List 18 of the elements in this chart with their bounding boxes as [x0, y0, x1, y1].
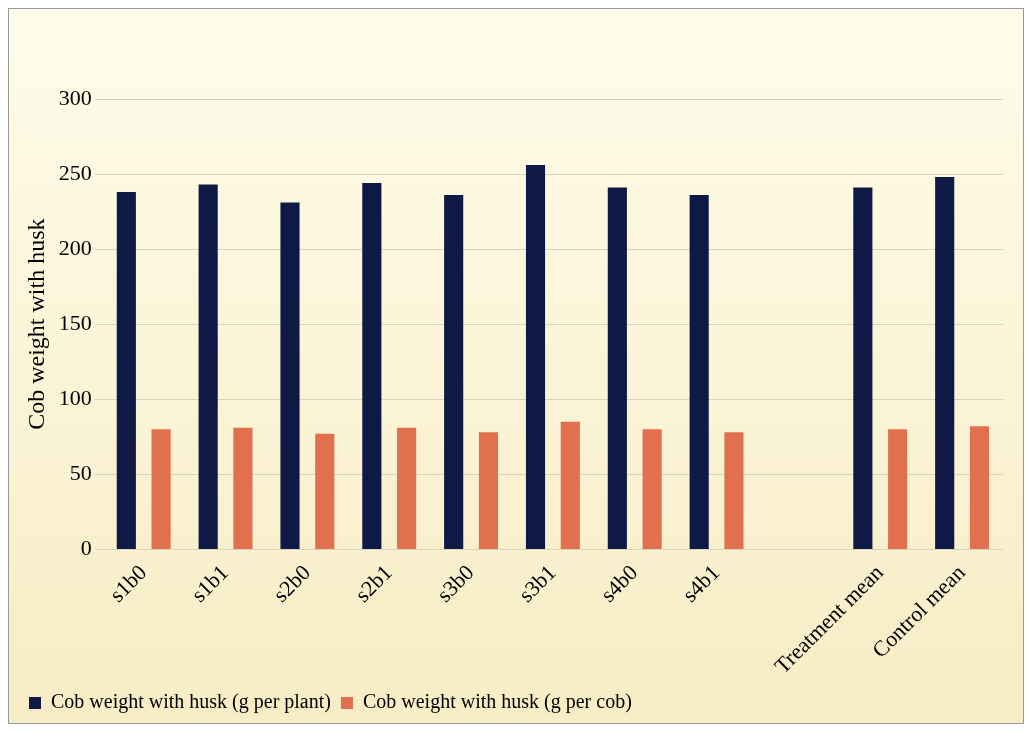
y-tick-label: 50 — [69, 460, 92, 486]
x-tick-label: s2b1 — [349, 559, 397, 607]
y-tick-label: 300 — [58, 84, 92, 110]
y-tick-label: 0 — [80, 535, 92, 561]
x-tick-label: s1b0 — [104, 559, 152, 607]
y-tick-label: 100 — [58, 385, 92, 411]
legend-label: Cob weight with husk (g per cob) — [362, 690, 632, 714]
y-axis-title: Cob weight with husk — [22, 218, 49, 430]
x-tick-label: s3b1 — [513, 559, 561, 607]
x-tick-label: s4b0 — [595, 559, 643, 607]
legend-label: Cob weight with husk (g per plant) — [51, 690, 331, 714]
x-tick-label: s4b1 — [677, 559, 725, 607]
x-tick-label: s2b0 — [267, 559, 316, 607]
x-tick-label: s3b0 — [431, 559, 479, 607]
y-tick-label: 200 — [58, 234, 92, 260]
y-tick-label: 250 — [58, 159, 92, 185]
x-tick-label: s1b1 — [186, 559, 234, 607]
y-tick-label: 150 — [58, 309, 92, 335]
